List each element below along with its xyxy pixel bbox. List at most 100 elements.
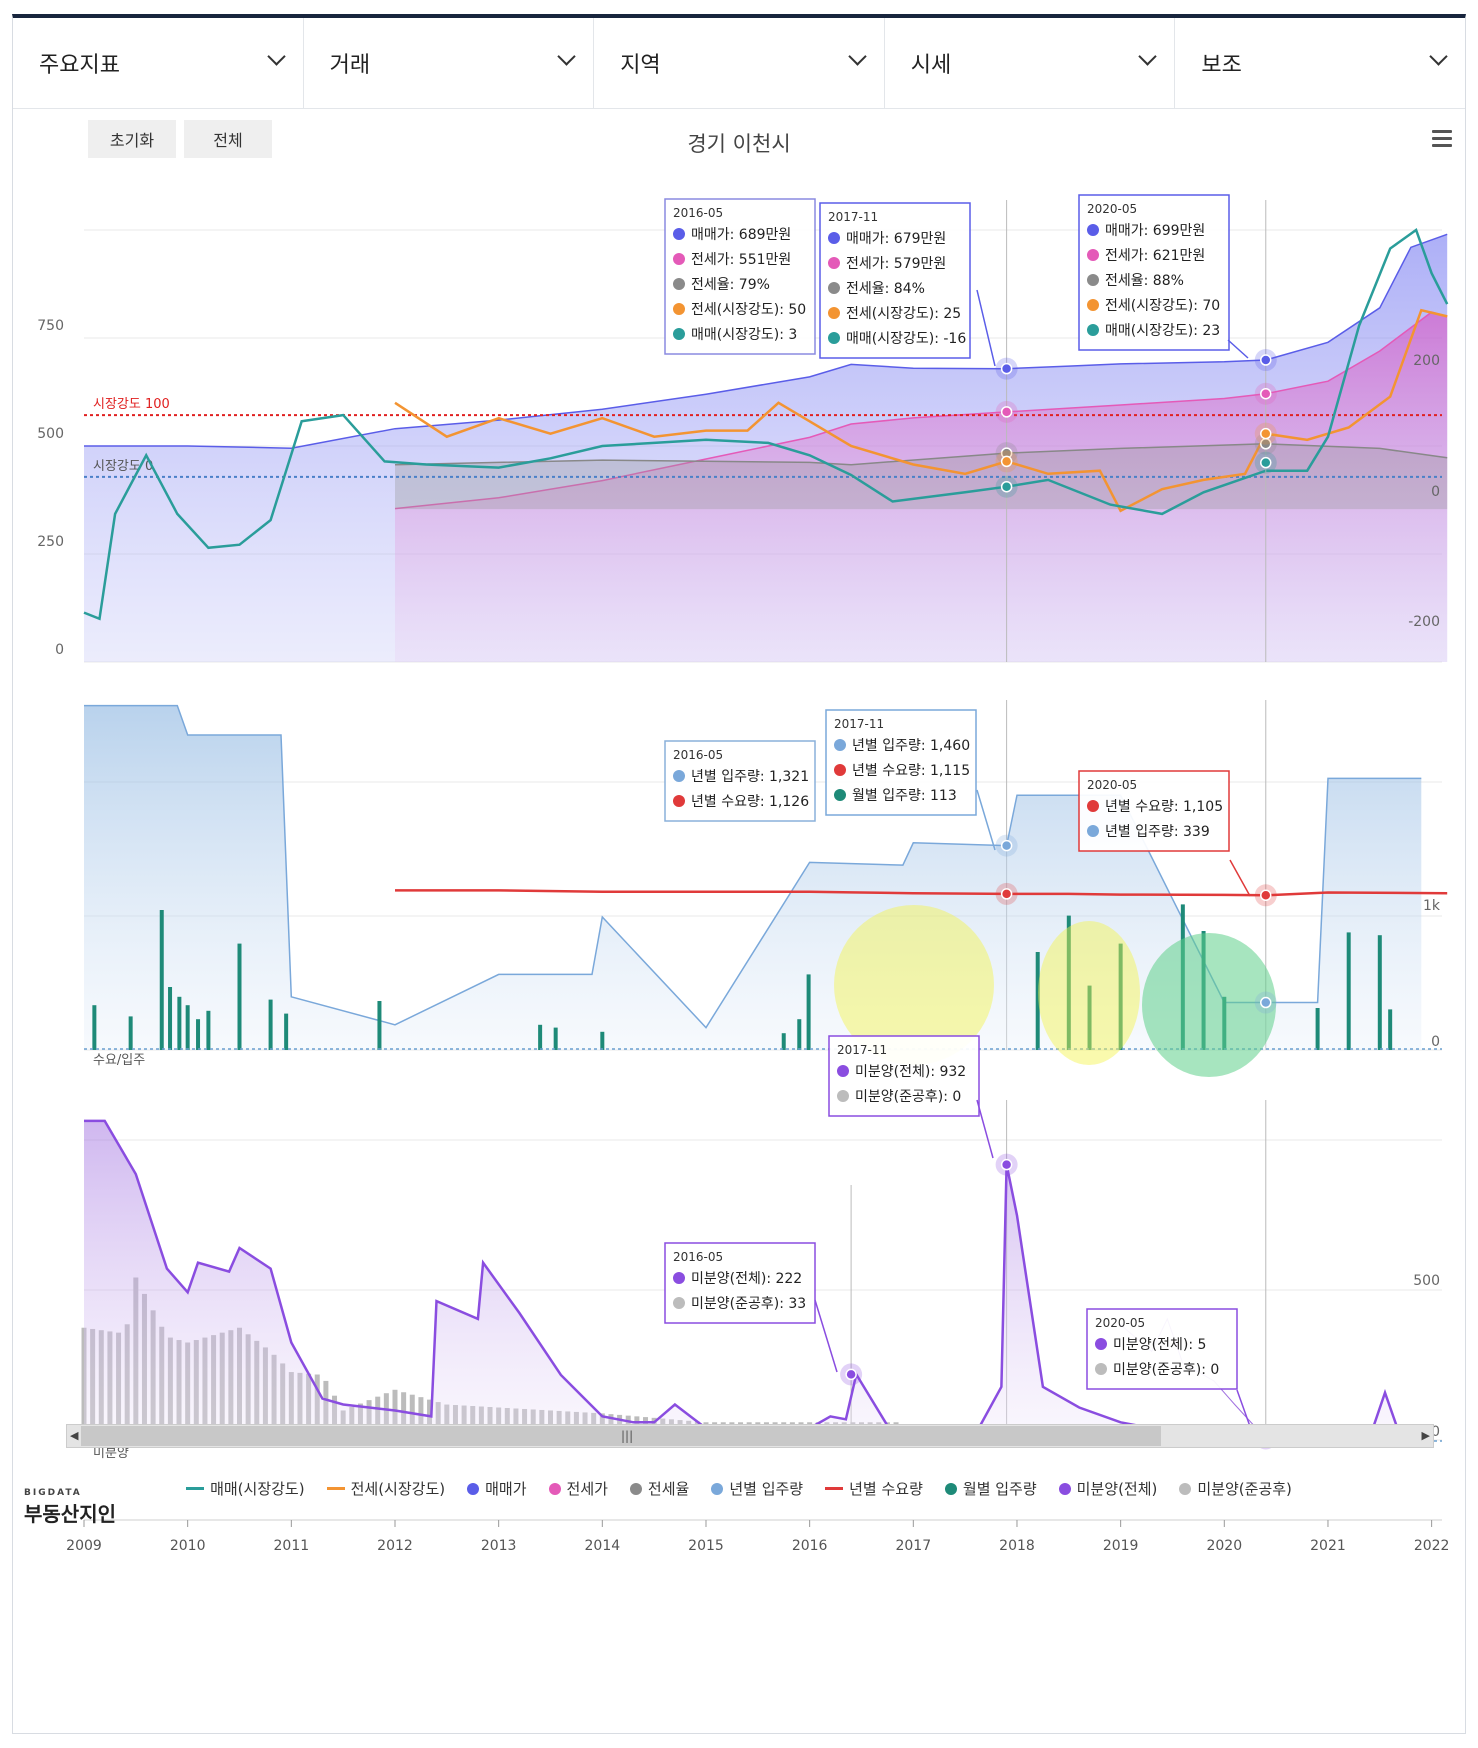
tooltip-line: 전세가: 621만원	[1105, 248, 1205, 264]
menu-label: 거래	[329, 53, 371, 78]
menu-price[interactable]: 시세	[885, 18, 1176, 108]
jeonse-price-area	[395, 312, 1448, 662]
tooltip-dot-icon	[1095, 1338, 1107, 1350]
y-right-tick-label: 0	[1431, 1034, 1440, 1050]
tooltip-line: 전세가: 579만원	[846, 256, 946, 272]
reference-label: 시장강도 100	[93, 397, 170, 412]
legend-label: 전세(시장강도)	[350, 1480, 446, 1498]
tooltip-box	[1078, 770, 1230, 852]
monthly-supply-bar	[1066, 915, 1071, 1050]
monthly-supply-bar	[185, 1005, 190, 1050]
tooltip-dot-icon	[673, 278, 685, 290]
legend-item[interactable]: 매매(시장강도)	[186, 1478, 305, 1499]
sale-strength-line	[83, 228, 1449, 621]
tooltip-dot-icon	[1087, 299, 1099, 311]
legend-item[interactable]: 년별 수요량	[825, 1478, 923, 1499]
menu-label: 보조	[1201, 53, 1242, 78]
scroll-right-icon[interactable]: ▶	[1421, 1429, 1430, 1442]
x-tick-label: 2014	[585, 1538, 621, 1554]
tooltip-dot-icon	[834, 739, 846, 751]
unsold-total-area	[84, 1120, 1432, 1440]
y-tick-label: 0	[55, 642, 64, 658]
legend-marker-icon	[548, 1482, 561, 1495]
tooltip-line: 미분양(준공후): 0	[1113, 1362, 1219, 1378]
menu-main-indicators[interactable]: 주요지표	[13, 18, 304, 108]
tooltip-dot-icon	[828, 232, 840, 244]
tooltip-box	[825, 709, 977, 816]
chart-title: 경기 이천시	[687, 132, 791, 156]
x-tick-label: 2019	[1103, 1538, 1139, 1554]
menu-region[interactable]: 지역	[594, 18, 885, 108]
legend-label: 미분양(준공후)	[1197, 1480, 1292, 1498]
y-right-tick-label: -200	[1408, 614, 1440, 630]
monthly-supply-bar	[196, 1019, 201, 1050]
tooltip-line: 전세(시장강도): 50	[691, 302, 806, 318]
legend-item[interactable]: 월별 입주량	[944, 1478, 1037, 1499]
chart-legend: 매매(시장강도) 전세(시장강도) 매매가 전세가 전세율 년별 입주량 년별 수요량 월별 …	[0, 1478, 1478, 1499]
legend-item[interactable]: 미분양(준공후)	[1179, 1478, 1292, 1499]
tooltip-dot-icon	[673, 1297, 685, 1309]
legend-label: 전세율	[647, 1480, 690, 1498]
monthly-supply-bar	[206, 1010, 211, 1050]
tooltip-dot-icon	[1087, 224, 1099, 236]
tooltip-date: 2020-05	[1087, 778, 1137, 792]
legend-marker-icon	[1179, 1482, 1192, 1495]
tooltip-line: 미분양(전체): 932	[855, 1064, 966, 1080]
legend-item[interactable]: 매매가	[467, 1478, 527, 1499]
menu-trade[interactable]: 거래	[304, 18, 595, 108]
highlight-ellipse	[1142, 933, 1276, 1077]
monthly-supply-bar	[92, 1005, 97, 1050]
tooltip-dot-icon	[834, 789, 846, 801]
menu-icon[interactable]	[1432, 130, 1452, 148]
monthly-supply-bar	[781, 1033, 786, 1050]
highlight-ellipse	[1038, 921, 1140, 1065]
legend-item[interactable]: 전세가	[548, 1478, 608, 1499]
monthly-supply-bar	[1035, 952, 1040, 1050]
monthly-supply-bar	[1087, 985, 1092, 1050]
jeonse-strength-marker	[1000, 455, 1013, 468]
monthly-supply-bar	[1388, 1009, 1393, 1050]
tooltip-line: 미분양(준공후): 0	[855, 1089, 961, 1105]
x-tick-label: 2016	[792, 1538, 828, 1554]
supply-marker	[1000, 839, 1013, 852]
tooltip-line: 년별 수요량: 1,105	[1105, 799, 1223, 815]
menu-label: 지역	[620, 53, 661, 78]
tooltip-date: 2016-05	[673, 206, 723, 220]
tooltip-dot-icon	[673, 253, 685, 265]
legend-marker-icon	[711, 1482, 724, 1495]
scroll-left-icon[interactable]: ◀	[70, 1429, 79, 1442]
legend-item[interactable]: 전세율	[629, 1478, 690, 1499]
tooltip-dot-icon	[1087, 324, 1099, 336]
tooltip-pointer	[1227, 339, 1249, 359]
supply-marker	[1260, 996, 1272, 1009]
legend-item[interactable]: 미분양(전체)	[1058, 1478, 1157, 1499]
x-tick-label: 2015	[688, 1538, 724, 1554]
scroll-thumb[interactable]: |||	[81, 1426, 1161, 1446]
logo-text: 부동산지인	[24, 1502, 116, 1526]
monthly-supply-bar	[806, 974, 811, 1050]
reset-button[interactable]: 초기화	[88, 120, 176, 158]
tooltip-line: 매매(시장강도): 23	[1105, 323, 1220, 339]
tooltip-line: 전세율: 84%	[846, 281, 925, 297]
menu-label: 시세	[910, 53, 952, 78]
tooltip-line: 미분양(준공후): 33	[691, 1296, 806, 1312]
tooltip-line: 매매가: 699만원	[1105, 223, 1205, 239]
yearly-demand-line	[395, 889, 1448, 897]
y-right-tick-label: 1k	[1423, 898, 1441, 914]
grip-icon: |||	[621, 1429, 634, 1443]
y-right-tick-label: 0	[1431, 484, 1440, 500]
x-tick-label: 2020	[1206, 1538, 1242, 1554]
menu-auxiliary[interactable]: 보조	[1175, 18, 1465, 108]
monthly-supply-bar	[168, 987, 173, 1050]
tooltip-dot-icon	[828, 257, 840, 269]
tooltip-dot-icon	[837, 1065, 849, 1077]
monthly-supply-bar	[1118, 943, 1123, 1050]
legend-item[interactable]: 년별 입주량	[711, 1478, 803, 1499]
tooltip-dot-icon	[673, 1272, 685, 1284]
all-button[interactable]: 전체	[184, 120, 272, 158]
range-scrollbar[interactable]: ◀ ||| ▶	[66, 1424, 1434, 1448]
legend-item[interactable]: 전세(시장강도)	[326, 1478, 446, 1499]
tooltip-dot-icon	[673, 770, 685, 782]
sale-strength-marker	[1260, 456, 1272, 469]
